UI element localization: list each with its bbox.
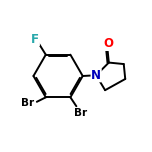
Text: O: O [103, 37, 113, 50]
Text: N: N [91, 69, 101, 82]
Text: Br: Br [74, 108, 87, 118]
Text: F: F [31, 33, 39, 45]
Text: Br: Br [21, 98, 34, 108]
